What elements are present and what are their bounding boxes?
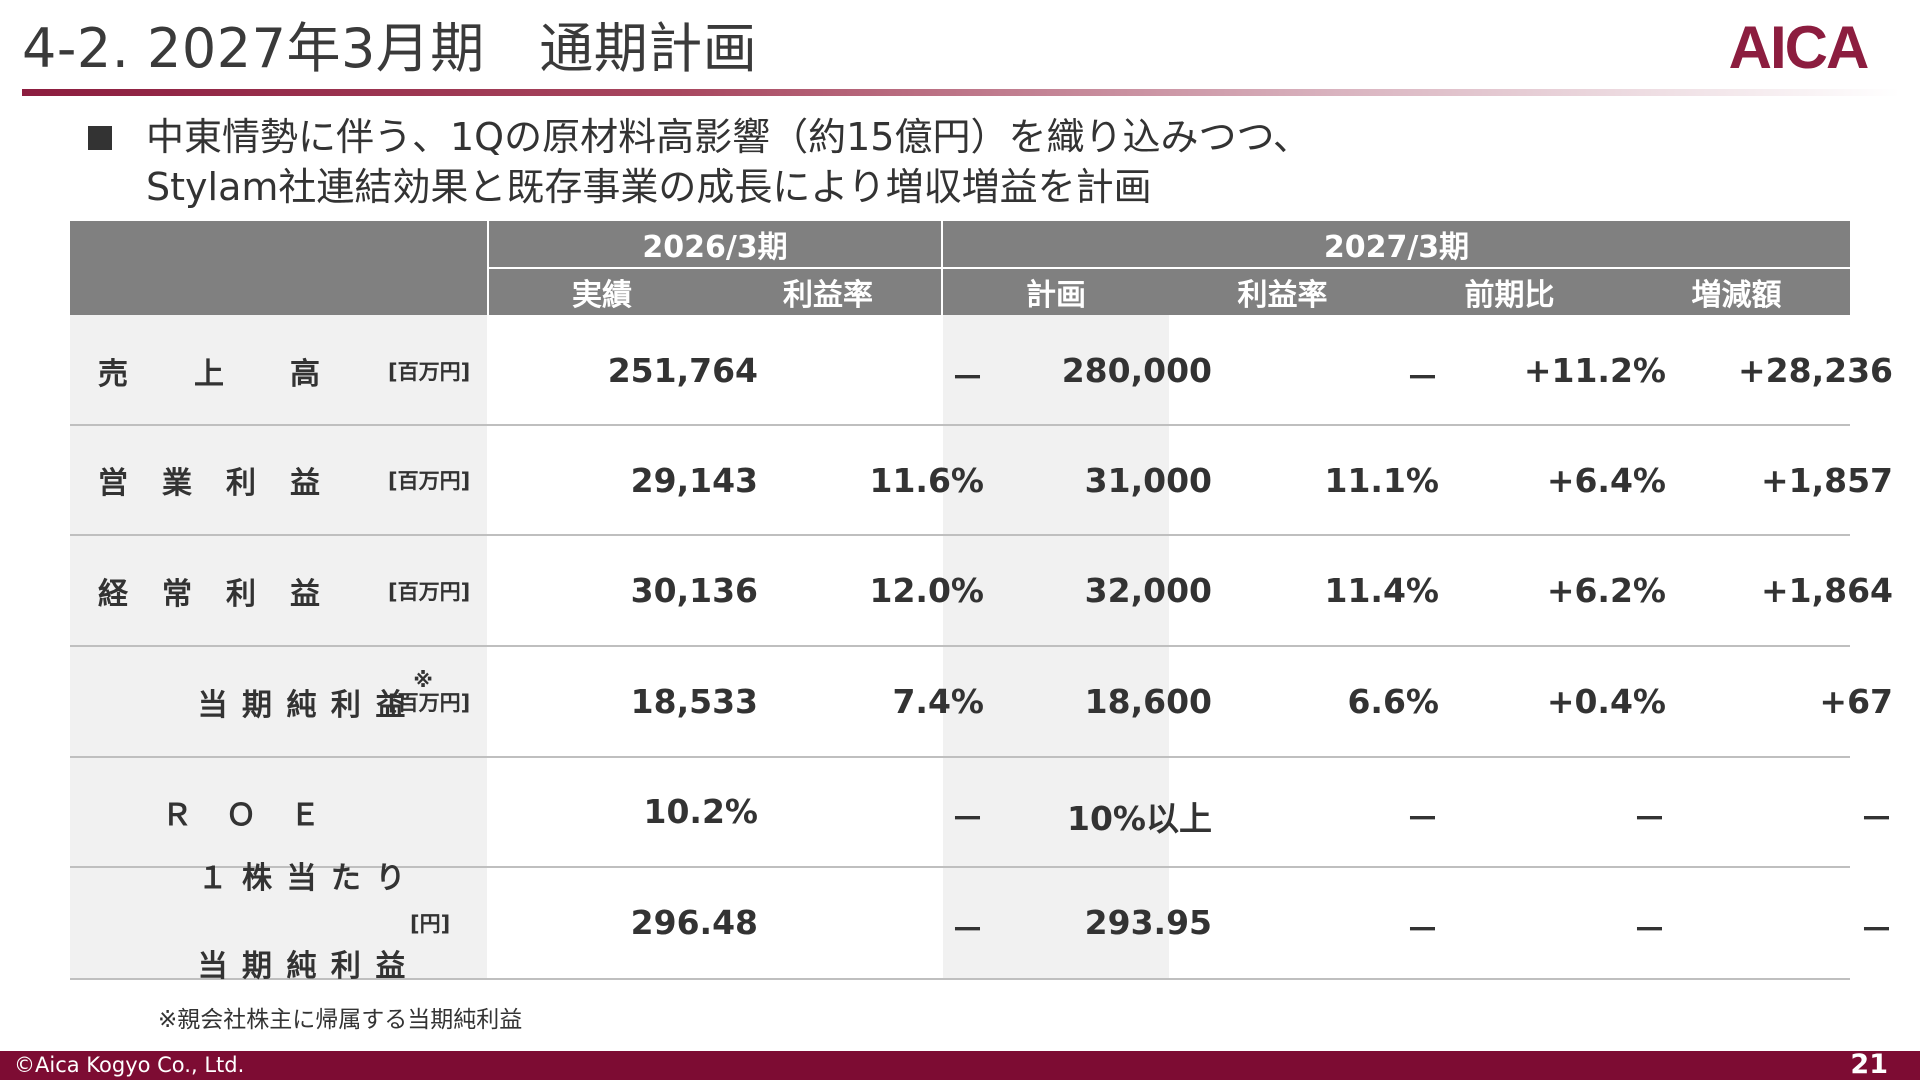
value-actual: 296.48 [630, 903, 758, 942]
value-actual: 29,143 [630, 461, 758, 500]
row-unit: [円] [410, 912, 451, 936]
value-margin-plan: 6.6% [1347, 682, 1439, 721]
title-underline [22, 89, 1900, 96]
value-actual: 18,533 [630, 682, 758, 721]
col-yoy: 前期比 [1464, 278, 1555, 313]
value-change: +28,236 [1738, 351, 1893, 390]
row-divider [70, 756, 1850, 758]
col-change: 増減額 [1691, 278, 1782, 313]
lead-line-2: Stylam社連結効果と既存事業の成長により増収増益を計画 [146, 165, 1152, 209]
value-plan: 32,000 [1084, 571, 1212, 610]
header-period-2026: 2026/3期 [642, 230, 788, 265]
lead-line-1: 中東情勢に伴う、1Qの原材料高影響（約15億円）を織り込みつつ、 [146, 115, 1311, 159]
value-change: － [1860, 910, 1893, 949]
page-number: 21 [1850, 1049, 1888, 1080]
value-margin-prev: － [951, 358, 984, 397]
row-label: １ 株 当 た り [197, 861, 408, 896]
value-margin-prev: 12.0% [869, 571, 985, 610]
value-margin-plan: － [1406, 358, 1439, 397]
row-label: Ｒ Ｏ Ｅ [130, 798, 322, 833]
value-yoy: +6.2% [1546, 571, 1666, 610]
value-margin-plan: 11.4% [1324, 571, 1440, 610]
header-vline [487, 221, 489, 315]
footnote-marker: ※ [413, 667, 435, 692]
col-plan: 計画 [1026, 278, 1086, 313]
value-yoy: +11.2% [1523, 351, 1666, 390]
value-margin-prev: 7.4% [892, 682, 984, 721]
col-margin-prev: 利益率 [783, 278, 873, 313]
col-margin-plan: 利益率 [1237, 278, 1328, 313]
value-actual: 30,136 [630, 571, 758, 610]
value-change: +1,864 [1760, 571, 1893, 610]
value-plan: 10%以上 [1067, 799, 1212, 838]
value-plan: 18,600 [1084, 682, 1212, 721]
row-label-line-2: 当 期 純 利 益 [197, 949, 408, 984]
value-yoy: － [1633, 799, 1666, 838]
row-divider [70, 645, 1850, 647]
value-margin-plan: － [1406, 910, 1439, 949]
svg-text:AICA: AICA [1729, 18, 1868, 74]
value-yoy: － [1633, 910, 1666, 949]
body-vline [941, 315, 943, 980]
page-title: 4-2. 2027年3月期 通期計画 [22, 17, 758, 80]
copyright: ©Aica Kogyo Co., Ltd. [14, 1053, 245, 1077]
value-plan: 280,000 [1061, 351, 1212, 390]
value-yoy: +0.4% [1546, 682, 1666, 721]
row-divider [70, 978, 1850, 980]
value-margin-plan: 11.1% [1324, 461, 1440, 500]
col-actual: 実績 [572, 278, 632, 313]
value-actual: 10.2% [643, 792, 759, 831]
row-label: 売 上 高 [98, 356, 322, 392]
value-margin-prev: 11.6% [869, 461, 985, 500]
row-divider [70, 866, 1850, 868]
value-change: － [1860, 799, 1893, 838]
row-unit: [百万円] [388, 469, 471, 493]
value-change: +67 [1819, 682, 1893, 721]
row-unit: [百万円] [388, 690, 471, 715]
row-unit: [百万円] [388, 359, 471, 384]
header-vline [941, 221, 943, 315]
header-divider [489, 267, 1850, 269]
bullet-square-icon [88, 126, 112, 150]
plan-column-bg [943, 315, 1169, 980]
footer-bar: ©Aica Kogyo Co., Ltd. 21 [0, 1049, 1920, 1080]
row-unit: [百万円] [388, 579, 471, 604]
value-yoy: +6.4% [1546, 461, 1666, 500]
row-label: 経 常 利 益 [98, 576, 322, 612]
row-label: 当 期 純 利 益 [197, 687, 408, 723]
value-margin-prev: － [951, 910, 984, 949]
value-margin-plan: － [1406, 799, 1439, 838]
aica-logo: AICA [1729, 18, 1870, 74]
value-plan: 293.95 [1084, 903, 1212, 942]
value-change: +1,857 [1760, 461, 1893, 500]
lead-text: 中東情勢に伴う、1Qの原材料高影響（約15億円）を織り込みつつ、 Stylam社… [146, 112, 1311, 212]
row-label: 営 業 利 益 [98, 466, 322, 501]
footnote: ※親会社株主に帰属する当期純利益 [158, 1007, 523, 1033]
value-margin-prev: － [951, 799, 984, 838]
value-actual: 251,764 [607, 351, 758, 390]
row-divider [70, 424, 1850, 426]
body-vline [487, 315, 489, 980]
value-plan: 31,000 [1084, 461, 1212, 500]
row-divider [70, 534, 1850, 536]
header-period-2027: 2027/3期 [1323, 230, 1470, 265]
